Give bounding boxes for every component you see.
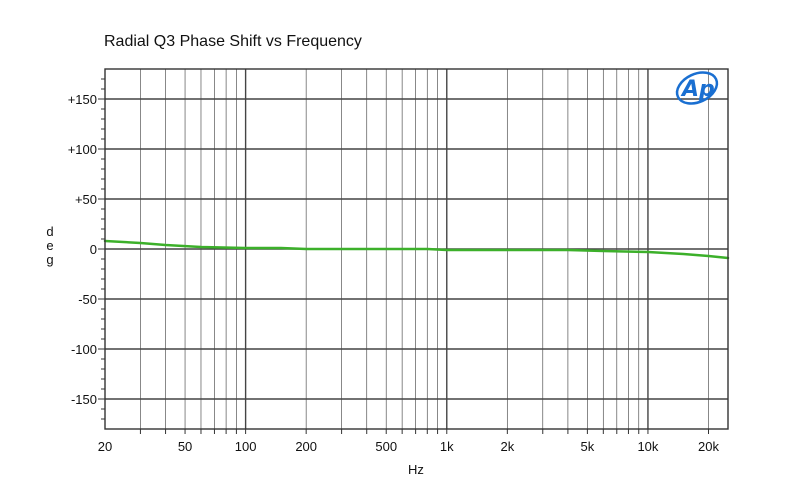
x-tick-label: 2k <box>500 439 514 454</box>
y-tick-label: -50 <box>78 292 97 307</box>
y-tick-label: 0 <box>90 242 97 257</box>
y-tick-label: -100 <box>71 342 97 357</box>
series-line <box>103 239 730 260</box>
logo-ring <box>675 71 719 105</box>
x-tick-label: 10k <box>637 439 658 454</box>
x-tick-label: 20k <box>698 439 719 454</box>
x-tick-label: 50 <box>178 439 192 454</box>
x-tick-label: 20 <box>98 439 112 454</box>
y-tick-label: +100 <box>68 142 97 157</box>
y-tick-label: +50 <box>75 192 97 207</box>
x-tick-label: 5k <box>581 439 595 454</box>
x-tick-label: 200 <box>295 439 317 454</box>
y-tick-label: -150 <box>71 392 97 407</box>
plot-frame <box>104 68 729 430</box>
chart-title: Radial Q3 Phase Shift vs Frequency <box>104 33 362 50</box>
x-axis-label: Hz <box>408 462 424 477</box>
series-layer <box>103 239 730 260</box>
logo-text: Ap <box>680 77 715 102</box>
x-tick-label: 1k <box>440 439 454 454</box>
x-tick-label: 500 <box>375 439 397 454</box>
x-tick-label: 100 <box>235 439 257 454</box>
y-tick-labels: +150 +100 +50 0 -50 -100 -150 <box>68 92 97 407</box>
ap-logo: Ap <box>675 71 719 105</box>
x-tick-labels: 20 50 100 200 500 1k 2k 5k 10k 20k <box>98 439 720 454</box>
y-tick-label: +150 <box>68 92 97 107</box>
